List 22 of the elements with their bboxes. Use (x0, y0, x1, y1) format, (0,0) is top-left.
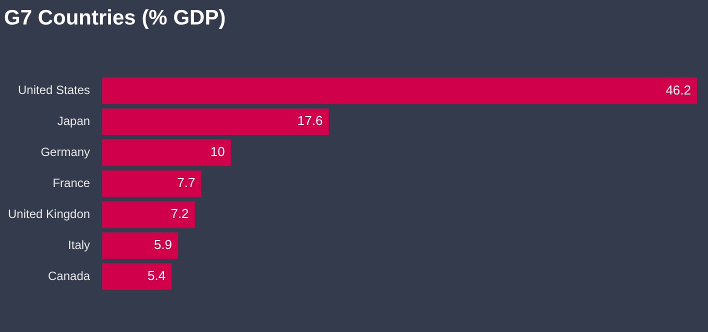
data-label: 46.2 (666, 82, 691, 98)
y-tick-label: United States (18, 83, 90, 97)
data-label: 10 (210, 144, 225, 160)
chart-title: G7 Countries (% GDP) (4, 6, 226, 30)
y-tick-label: Japan (57, 114, 90, 128)
y-tick-label: Canada (48, 268, 90, 283)
data-label: 5.4 (148, 268, 166, 284)
data-label: 5.9 (154, 237, 172, 252)
y-tick-label: Germany (40, 144, 90, 159)
bar (102, 77, 697, 104)
y-tick-label: Italy (68, 238, 90, 252)
data-label: 17.6 (297, 113, 323, 128)
bar (102, 201, 195, 228)
y-tick-label: United Kingdon (8, 206, 90, 221)
bar (102, 170, 202, 197)
data-label: 7.7 (177, 175, 196, 190)
data-label: 7.2 (170, 206, 189, 222)
y-tick-label: France (52, 176, 90, 190)
bar (102, 139, 231, 166)
bar (102, 232, 178, 259)
bar (102, 263, 172, 290)
bar (102, 108, 329, 135)
